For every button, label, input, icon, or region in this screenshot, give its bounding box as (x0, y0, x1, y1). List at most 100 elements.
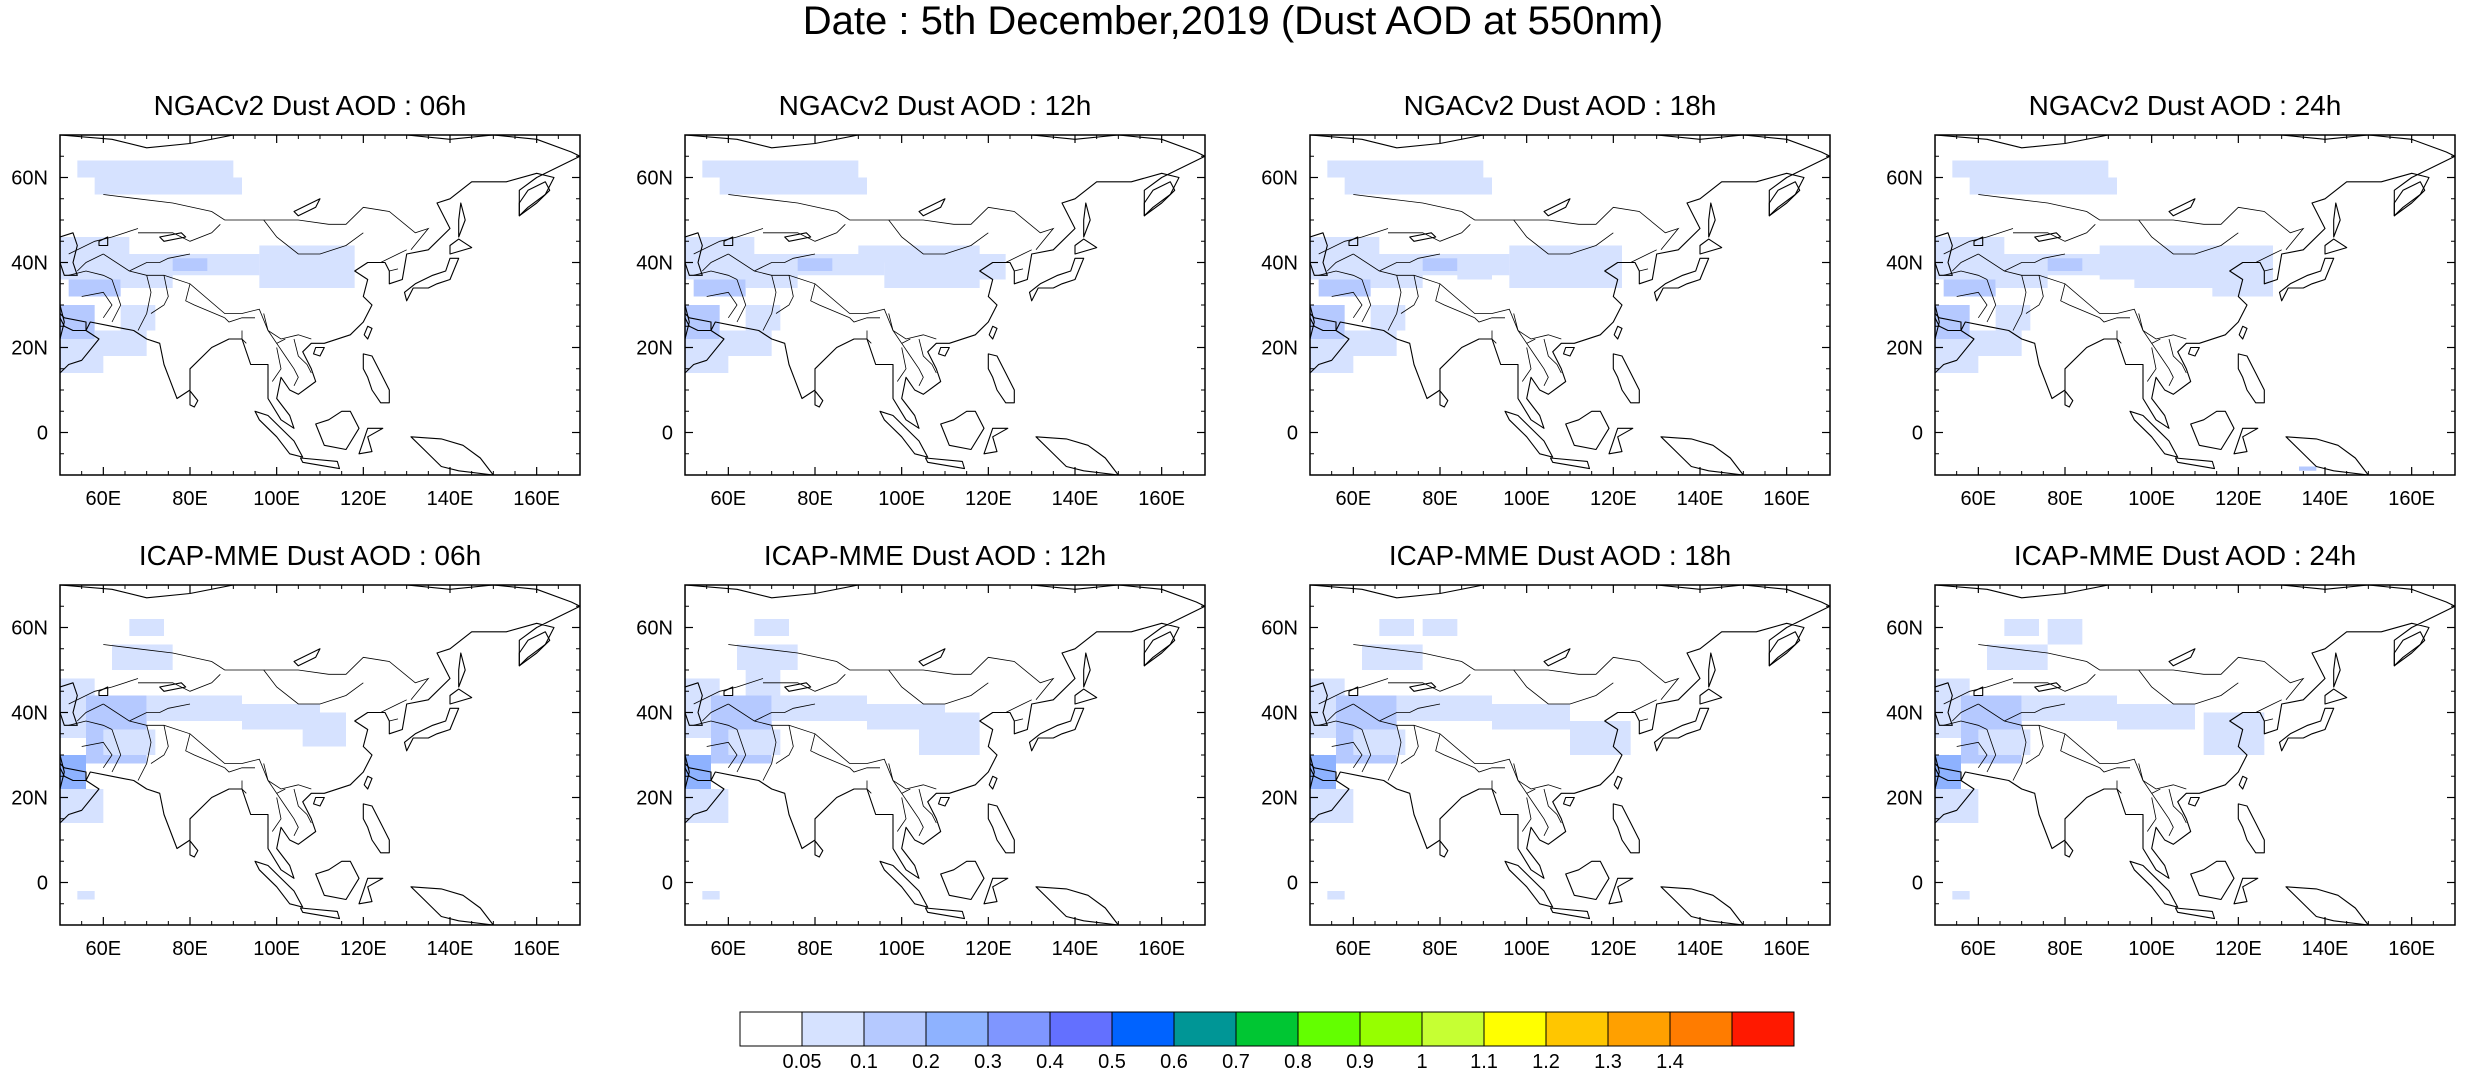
country-border (276, 343, 299, 386)
dust-shading-cell (1952, 891, 1970, 900)
coastline (2278, 707, 2335, 752)
coastline (1074, 238, 1098, 255)
coastline (1028, 707, 1085, 752)
country-border (1353, 253, 1562, 340)
country-border (896, 347, 907, 382)
coastline (1310, 135, 1830, 429)
country-border (1435, 733, 1475, 769)
dust-shading-cell (120, 305, 156, 331)
lon-tick-label: 80E (1422, 488, 1458, 510)
country-border (1327, 253, 1354, 272)
dust-aod-map: 60E 80E 100E 120E 140E 160E 60N 40N 20N 0 (1261, 134, 1831, 510)
dust-shading-cell (1935, 789, 1979, 823)
coastline (1653, 257, 1710, 302)
coastline (60, 762, 87, 782)
panel-title: NGACv2 Dust AOD : 24h (2028, 90, 2342, 121)
lon-tick-label: 120E (1590, 938, 1637, 960)
coastline (2187, 346, 2200, 357)
coastline (918, 648, 946, 667)
country-border (138, 224, 221, 242)
country-border (1353, 194, 1680, 251)
coastline (315, 860, 360, 901)
dust-shading-cell (259, 245, 355, 288)
country-border (1014, 718, 1024, 722)
coastline (1549, 907, 1591, 920)
country-border (1630, 249, 1657, 263)
country-border (896, 797, 907, 832)
dust-shading-cell (1987, 644, 2048, 670)
lon-tick-label: 100E (878, 938, 925, 960)
dust-shading-cell (1969, 177, 2117, 195)
lon-tick-label: 80E (797, 938, 833, 960)
country-border (706, 741, 738, 769)
country-border (2138, 763, 2161, 794)
country-border (775, 275, 794, 314)
coastline (814, 840, 824, 858)
lon-tick-label: 80E (2047, 938, 2083, 960)
dust-shading-cell (745, 305, 781, 331)
lon-tick-label: 80E (172, 938, 208, 960)
country-border (103, 644, 430, 701)
country-border (754, 253, 816, 272)
coastline (449, 238, 473, 255)
country-border (1956, 741, 1988, 769)
dust-shading-cell (685, 305, 720, 339)
country-border (1318, 678, 1389, 705)
country-border (2168, 338, 2187, 374)
coastline (937, 346, 950, 357)
country-border (2255, 249, 2282, 263)
lon-tick-label: 80E (172, 488, 208, 510)
coastline (1608, 427, 1634, 455)
coastline (937, 796, 950, 807)
dust-aod-map: 60E 80E 100E 120E 140E 160E 60N 40N 20N 0 (636, 584, 1206, 960)
coastline (1935, 682, 1953, 726)
colorbar-swatch (1049, 1011, 1113, 1047)
lon-tick-label: 120E (965, 488, 1012, 510)
country-border (1014, 268, 1024, 272)
coastline (1310, 682, 1328, 726)
coastline (940, 860, 985, 901)
coastline (2174, 457, 2216, 470)
coastline (2324, 688, 2348, 705)
country-border (1400, 725, 1419, 764)
coastline (1935, 135, 2455, 429)
coastline (1083, 652, 1091, 688)
colorbar-label: 0.8 (1284, 1051, 1312, 1071)
colorbar-label: 0.7 (1222, 1051, 1250, 1071)
coastline (2393, 631, 2426, 667)
country-border (810, 283, 850, 319)
country-border (111, 279, 122, 323)
lon-tick-label: 60E (1961, 938, 1997, 960)
country-border (103, 194, 430, 251)
coastline (1768, 181, 1801, 217)
country-border (68, 720, 113, 730)
coastline (924, 457, 966, 470)
country-border (150, 725, 169, 764)
colorbar-label: 0.6 (1160, 1051, 1188, 1071)
lon-tick-label: 160E (1763, 938, 1810, 960)
country-border (2004, 253, 2066, 272)
country-border (1353, 703, 1562, 790)
colorbar-label: 0.1 (850, 1051, 878, 1071)
lon-tick-label: 100E (1503, 488, 1550, 510)
coastline (1935, 312, 1962, 332)
coastline (1562, 346, 1575, 357)
lat-tick-label: 40N (1886, 703, 1923, 725)
coastline (2285, 886, 2369, 925)
panel-title: NGACv2 Dust AOD : 12h (778, 90, 1092, 121)
coastline (1699, 688, 1723, 705)
country-border (775, 725, 794, 764)
coastline (1409, 682, 1437, 692)
panel-title: ICAP-MME Dust AOD : 24h (2013, 540, 2357, 571)
coastline (814, 390, 824, 408)
coastline (2237, 803, 2265, 854)
country-border (185, 733, 225, 769)
country-border (185, 283, 225, 319)
lat-tick-label: 40N (636, 253, 673, 275)
lon-tick-label: 140E (1677, 938, 1724, 960)
country-border (901, 343, 924, 386)
coastline (1504, 860, 1554, 908)
country-border (68, 678, 139, 705)
dust-shading-cell (1379, 619, 1414, 636)
country-border (2099, 767, 2130, 773)
